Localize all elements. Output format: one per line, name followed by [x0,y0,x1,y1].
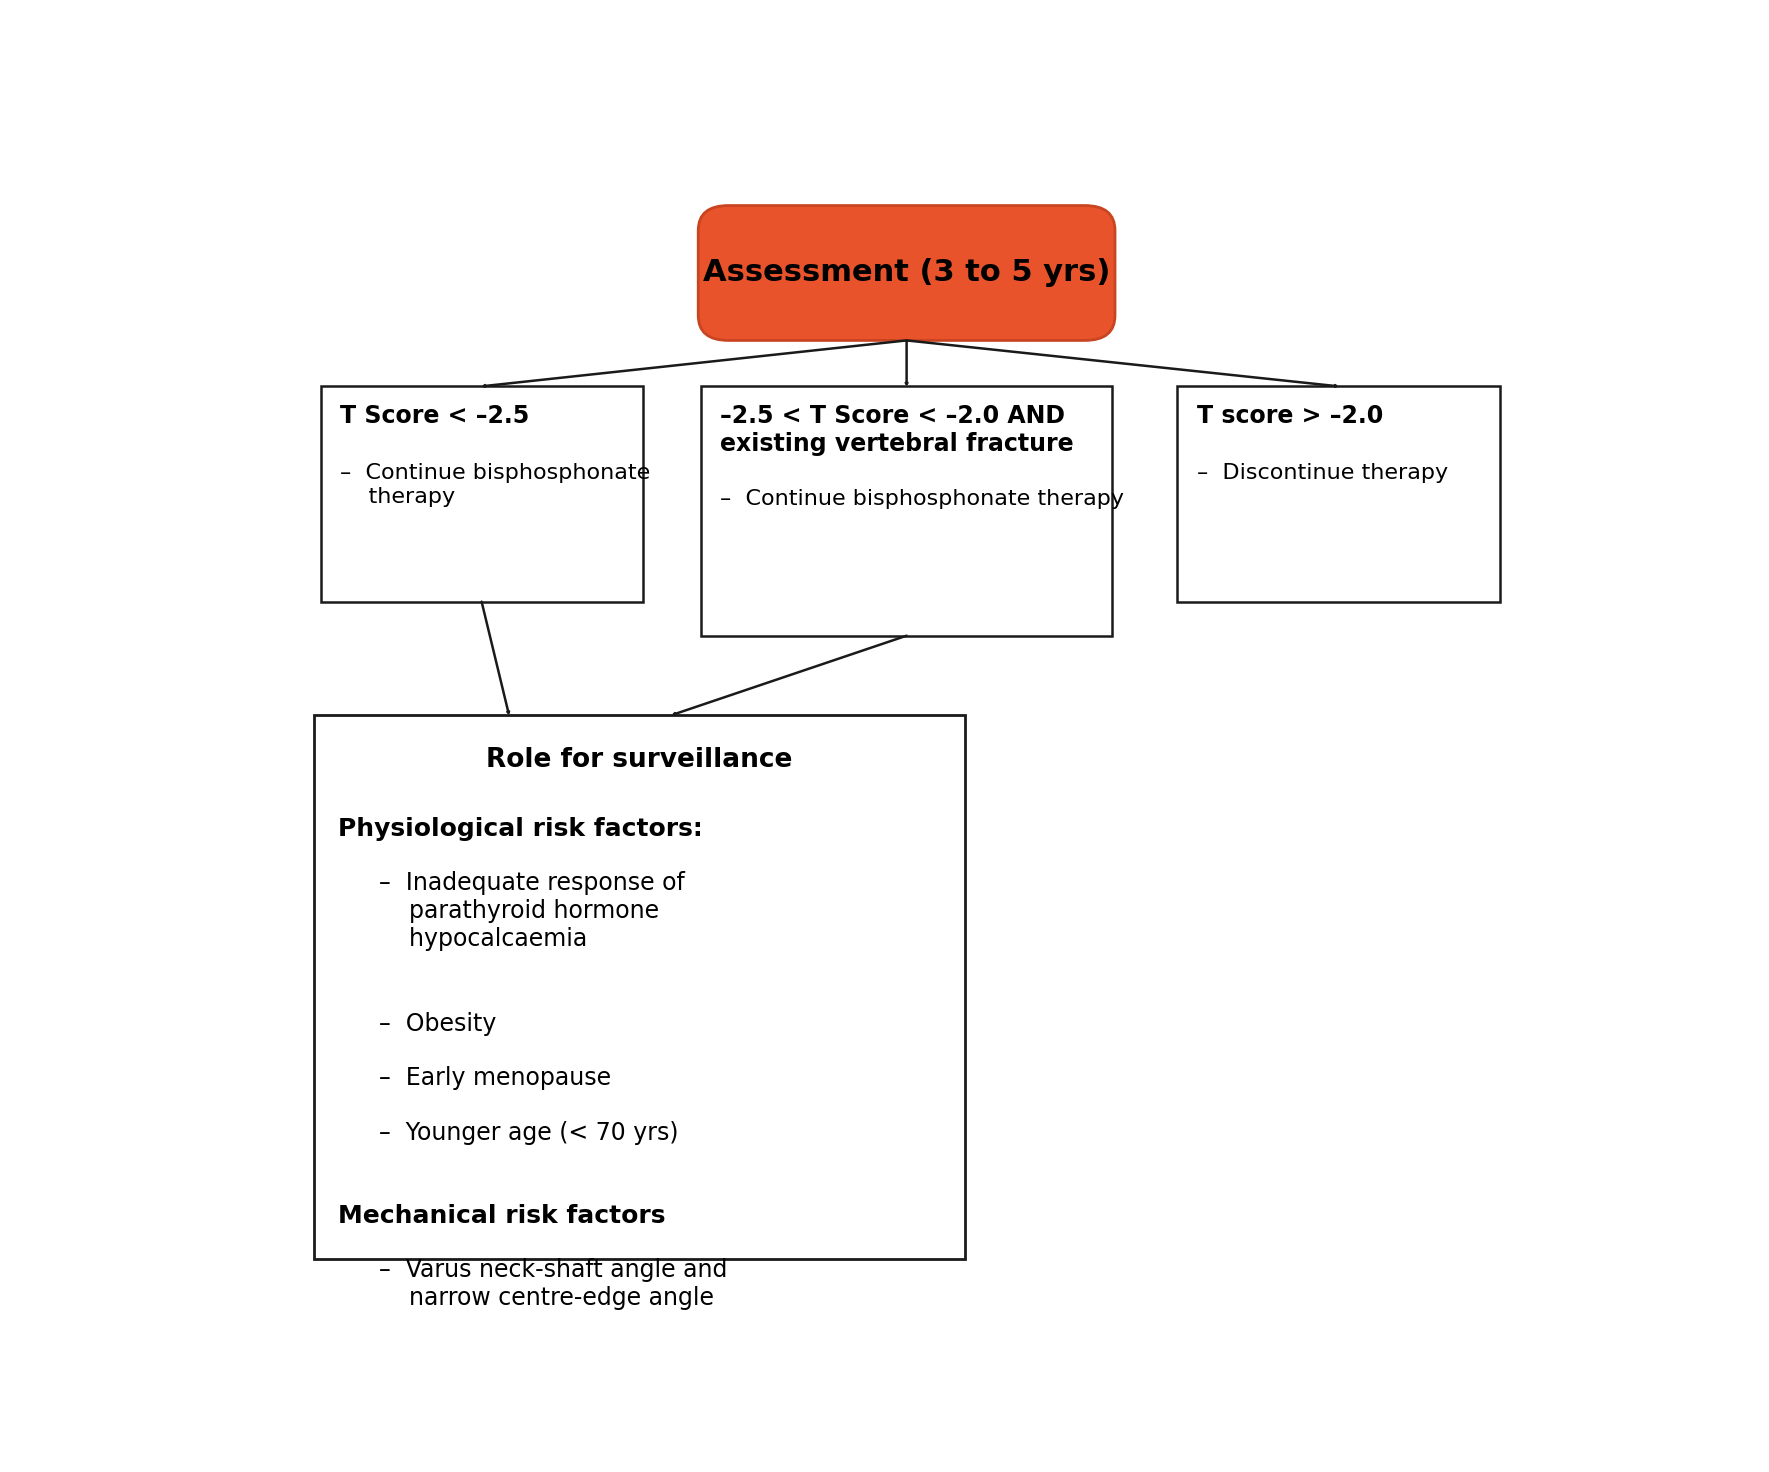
Bar [701,386,1113,636]
Text: T Score < –2.5: T Score < –2.5 [340,405,529,428]
Text: –  Obesity: – Obesity [380,1011,497,1036]
Bar [313,715,964,1259]
Text: –  Discontinue therapy: – Discontinue therapy [1196,464,1447,483]
Text: Assessment (3 to 5 yrs): Assessment (3 to 5 yrs) [702,259,1111,287]
Text: –  Varus neck-shaft angle and
    narrow centre-edge angle: – Varus neck-shaft angle and narrow cent… [380,1259,727,1310]
Text: Mechanical risk factors: Mechanical risk factors [338,1204,665,1228]
Text: –  Early menopause: – Early menopause [380,1066,612,1091]
Bar [320,386,642,602]
Text: Physiological risk factors:: Physiological risk factors: [338,817,702,841]
Text: –  Younger age (< 70 yrs): – Younger age (< 70 yrs) [380,1120,679,1145]
Bar [1178,386,1500,602]
Text: –  Inadequate response of
    parathyroid hormone
    hypocalcaemia: – Inadequate response of parathyroid hor… [380,871,685,951]
Text: –  Continue bisphosphonate
    therapy: – Continue bisphosphonate therapy [340,464,649,506]
Text: –2.5 < T Score < –2.0 AND
existing vertebral fracture: –2.5 < T Score < –2.0 AND existing verte… [720,405,1074,456]
FancyBboxPatch shape [699,206,1114,340]
Text: T score > –2.0: T score > –2.0 [1196,405,1383,428]
Text: Role for surveillance: Role for surveillance [486,746,793,773]
Text: –  Continue bisphosphonate therapy: – Continue bisphosphonate therapy [720,490,1123,509]
